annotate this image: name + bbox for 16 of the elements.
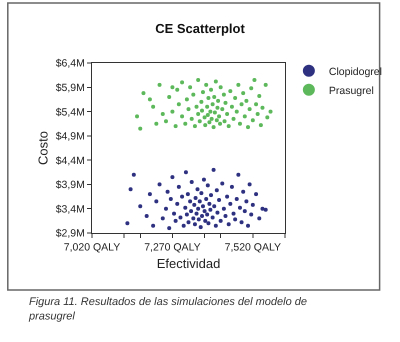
x-tick-label: 7,520 QALY xyxy=(224,242,282,254)
y-tick-label: $5,9M xyxy=(56,82,85,94)
y-tick-label: $4,9M xyxy=(56,130,85,143)
x-axis-title: Efectividad xyxy=(156,256,220,272)
y-tick-label: $2,9M xyxy=(56,228,85,240)
y-axis-title: Costo xyxy=(36,131,51,165)
y-tick-label: $5,4M xyxy=(56,106,85,118)
chart-title: CE Scatterplot xyxy=(155,21,246,36)
x-tick-label: 7,270 QALY xyxy=(144,242,201,254)
x-tick-label: 7,020 QALY xyxy=(64,242,120,254)
legend-label: Prasugrel xyxy=(328,84,374,97)
y-tick-label: $6,4M xyxy=(56,58,85,70)
y-tick-label: $4,4M xyxy=(56,154,85,167)
text: Figura 11. Resultados de las simulaciones del modelo de prasugrel xyxy=(28,296,308,322)
y-tick-label: $3,4M xyxy=(56,203,85,216)
y-tick-label: $3,9M xyxy=(56,179,85,192)
